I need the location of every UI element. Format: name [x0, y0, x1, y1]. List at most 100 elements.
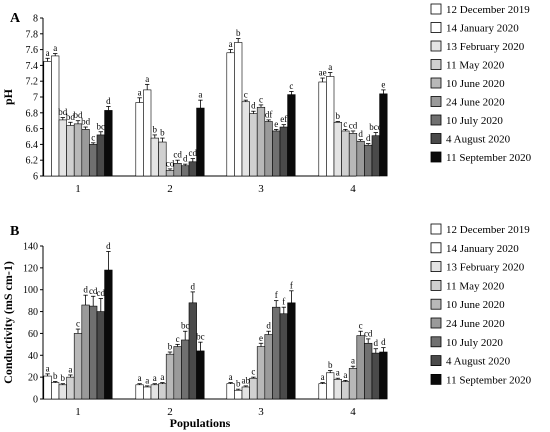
significance-letter-b: d [381, 337, 386, 347]
bar-b [66, 376, 75, 400]
significance-letter-a: cd [349, 120, 358, 130]
legend-b: 12 December 2019 14 January 2020 13 Februa… [430, 223, 532, 386]
y-tick-label-b: 140 [23, 242, 38, 253]
bar-b [249, 377, 258, 400]
legend-swatch-a [430, 133, 442, 144]
bar-b [165, 353, 175, 400]
bar-a [264, 121, 273, 177]
bar-b [326, 372, 335, 400]
bar-b [196, 350, 205, 400]
legend-entry-b: 11 September 2020 [446, 374, 532, 386]
legend-entry-a: 10 July 2020 [446, 115, 503, 127]
significance-letter-b: f [282, 297, 285, 307]
y-tick-label-a: 8 [33, 14, 38, 25]
bar-b [264, 334, 273, 400]
legend-swatch-b [430, 223, 442, 235]
legend-swatch-b [430, 298, 442, 310]
bar-a [165, 170, 175, 177]
legend-entry-a: 10 June 2020 [446, 78, 505, 90]
bar-a [234, 42, 243, 177]
legend-swatch-b [430, 355, 442, 367]
y-tick-label-a: 7.4 [26, 61, 39, 72]
bar-b [318, 383, 327, 400]
bar-a [371, 135, 380, 177]
bar-b [43, 375, 52, 400]
bar-b [234, 389, 243, 400]
bar-b [241, 386, 250, 400]
significance-letter-a: c [289, 81, 293, 91]
significance-letter-b: a [160, 372, 164, 382]
bar-b [287, 302, 296, 400]
bar-a [135, 102, 144, 177]
significance-letter-a: b [153, 124, 158, 134]
bar-b [356, 335, 365, 400]
significance-letter-b: d [266, 321, 271, 331]
bar-a [379, 93, 388, 177]
significance-letter-b: cd [364, 328, 373, 338]
bar-b [333, 379, 342, 400]
significance-letter-a: bd [81, 117, 91, 127]
significance-letter-a: b [336, 111, 341, 121]
y-tick-label-b: 0 [33, 395, 38, 406]
x-tick-label-b: 2 [167, 406, 173, 418]
bar-b [51, 382, 60, 400]
bar-b [135, 384, 144, 400]
y-tick-label-a: 7.6 [26, 45, 39, 56]
significance-letter-b: a [153, 373, 157, 383]
bar-b [341, 381, 350, 400]
legend-swatch-b [430, 242, 442, 254]
bar-a [341, 130, 350, 177]
x-tick-label-a: 1 [75, 183, 81, 195]
y-tick-label-a: 6.6 [26, 124, 39, 135]
y-tick-label-a: 6.2 [26, 156, 39, 167]
bar-a [81, 129, 90, 177]
panel-label-a: A [10, 11, 21, 26]
significance-letter-a: c [343, 119, 347, 129]
bar-a [89, 144, 98, 177]
y-tick-label-b: 100 [23, 285, 38, 296]
bar-a [196, 107, 205, 177]
bar-a [188, 161, 197, 177]
legend-entry-a: 24 June 2020 [446, 97, 505, 109]
legend-entry-b: 4 August 2020 [446, 356, 511, 368]
bar-b [256, 346, 266, 400]
bar-a [58, 119, 67, 177]
significance-letter-b: bc [181, 321, 190, 331]
bar-a [143, 89, 152, 177]
significance-letter-b: bc [196, 332, 205, 342]
y-tick-label-a: 7 [33, 93, 38, 104]
x-tick-label-a: 4 [350, 183, 356, 195]
y-tick-label-b: 20 [28, 373, 38, 384]
x-tick-label-a: 3 [258, 183, 264, 195]
bar-a [73, 123, 83, 177]
legend-swatch-b [430, 373, 442, 385]
significance-letter-a: c [259, 94, 263, 104]
significance-letter-a: ef [280, 114, 287, 124]
legend-swatch-b [430, 261, 442, 273]
significance-letter-b: f [275, 290, 278, 300]
significance-letter-b: a [343, 370, 347, 380]
bar-a [241, 101, 250, 177]
significance-letter-b: c [76, 319, 80, 329]
significance-letter-a: a [229, 39, 233, 49]
bar-a [272, 130, 281, 177]
significance-letter-a: a [198, 90, 202, 100]
bar-a [96, 134, 105, 177]
significance-letter-a: cd [166, 158, 175, 168]
legend-a: 12 December 2019 14 January 2020 13 Februa… [430, 3, 532, 164]
bar-a [249, 113, 258, 177]
significance-letter-a: b [160, 128, 165, 138]
bar-a [356, 140, 365, 177]
legend-entry-a: 11 September 2020 [446, 152, 532, 164]
bar-b [364, 342, 373, 400]
significance-letter-a: e [274, 119, 278, 129]
significance-letter-a: d [183, 154, 188, 164]
legend-entry-a: 12 December 2019 [446, 4, 530, 16]
bar-a [43, 61, 52, 177]
significance-letter-a: cd [173, 150, 182, 160]
y-axis-label-a: pH [1, 88, 15, 105]
x-tick-label-b: 3 [258, 406, 264, 418]
significance-letter-a: bd [58, 107, 68, 117]
